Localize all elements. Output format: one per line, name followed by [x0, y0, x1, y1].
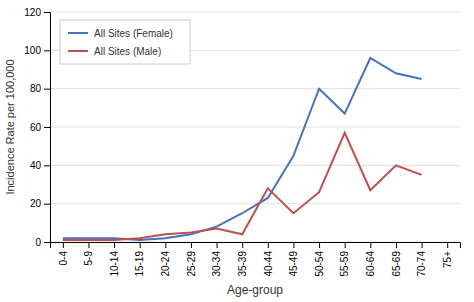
- tick: 5-9: [83, 242, 94, 265]
- tick-mark: [44, 165, 50, 166]
- tick-mark: [293, 242, 294, 248]
- tick: 50-54: [314, 242, 325, 277]
- tick-label: 15-19: [134, 251, 145, 277]
- tick-label: 10-14: [109, 251, 120, 277]
- tick: 80: [30, 83, 50, 94]
- tick-mark: [140, 242, 141, 248]
- legend-label: All Sites (Female): [94, 28, 173, 39]
- series-group: [63, 58, 422, 240]
- tick-mark: [165, 242, 166, 248]
- axis-line: [51, 243, 461, 249]
- tick-mark: [242, 242, 243, 248]
- tick-label: 50-54: [314, 251, 325, 277]
- tick-mark: [396, 242, 397, 248]
- grid-line: [50, 203, 460, 204]
- tick-label: 60: [30, 122, 42, 133]
- legend-swatch: [68, 32, 88, 34]
- tick: 60-64: [365, 242, 376, 277]
- series-line: [63, 133, 422, 240]
- legend-item: All Sites (Male): [68, 46, 161, 57]
- tick: 40-44: [263, 242, 274, 277]
- x-axis: 0-4 5-9 10-14 15-19 20-24 25-29 30-34 35-39 40-4…: [51, 242, 461, 277]
- tick-mark: [44, 204, 50, 205]
- tick: 120: [24, 7, 50, 18]
- tick: 70-74: [416, 242, 427, 277]
- tick-label: 120: [24, 7, 41, 18]
- tick: 60: [30, 122, 50, 133]
- tick-mark: [422, 242, 423, 248]
- legend-swatch: [68, 50, 88, 52]
- tick-mark: [319, 242, 320, 248]
- tick-mark: [114, 242, 115, 248]
- tick-mark: [88, 242, 89, 248]
- tick-label: 75+: [442, 251, 453, 268]
- tick-mark: [217, 242, 218, 248]
- tick-label: 80: [30, 83, 42, 94]
- tick-mark: [191, 242, 192, 248]
- tick-label: 40: [30, 160, 42, 171]
- tick-label: 25-29: [186, 251, 197, 277]
- grid-line: [50, 88, 460, 89]
- tick-mark: [63, 242, 64, 248]
- grid: [50, 12, 460, 242]
- tick-label: 65-69: [391, 251, 402, 277]
- tick-mark: [268, 242, 269, 248]
- tick: 10-14: [109, 242, 120, 277]
- tick-label: 20: [30, 198, 42, 209]
- tick-label: 100: [24, 45, 41, 56]
- y-axis: 0 20 40 60 80 100 120: [24, 7, 50, 248]
- tick: 0: [35, 237, 50, 248]
- tick-label: 5-9: [83, 251, 94, 266]
- y-axis-title: Incidence Rate per 100,000: [4, 59, 16, 194]
- tick: 25-29: [186, 242, 197, 277]
- tick: 75+: [442, 242, 453, 268]
- tick-mark: [44, 89, 50, 90]
- grid-line: [50, 12, 460, 13]
- tick: 20: [30, 198, 50, 209]
- tick-mark: [345, 242, 346, 248]
- axis-line: [44, 13, 51, 243]
- legend-item: All Sites (Female): [68, 28, 173, 39]
- tick-label: 0-4: [58, 251, 69, 266]
- legend-box: [60, 20, 190, 64]
- legend: All Sites (Female) All Sites (Male): [60, 20, 190, 64]
- tick-mark: [44, 12, 50, 13]
- tick-mark: [44, 127, 50, 128]
- tick: 100: [24, 45, 50, 56]
- tick-label: 55-59: [339, 251, 350, 277]
- tick: 55-59: [339, 242, 350, 277]
- tick: 0-4: [58, 242, 69, 265]
- tick-mark: [44, 242, 50, 243]
- series-line: [63, 58, 422, 240]
- tick-label: 35-39: [237, 251, 248, 277]
- tick-label: 20-24: [160, 251, 171, 277]
- tick-mark: [447, 242, 448, 248]
- tick-label: 45-49: [288, 251, 299, 277]
- tick: 65-69: [391, 242, 402, 277]
- tick: 20-24: [160, 242, 171, 277]
- tick-label: 40-44: [263, 251, 274, 277]
- plot: 0 20 40 60 80 100 120 0-4 5-9 10-14 15-19 20-24 25-2…: [4, 7, 461, 297]
- tick: 35-39: [237, 242, 248, 277]
- tick-mark: [370, 242, 371, 248]
- legend-label: All Sites (Male): [94, 46, 161, 57]
- x-axis-title: Age-group: [227, 283, 283, 297]
- tick: 45-49: [288, 242, 299, 277]
- tick: 15-19: [134, 242, 145, 277]
- tick: 30-34: [211, 242, 222, 277]
- tick: 40: [30, 160, 50, 171]
- tick-label: 30-34: [211, 251, 222, 277]
- tick-label: 60-64: [365, 251, 376, 277]
- chart: 0 20 40 60 80 100 120 0-4 5-9 10-14 15-19 20-24 25-2…: [0, 0, 474, 302]
- grid-line: [50, 127, 460, 128]
- tick-label: 0: [35, 237, 41, 248]
- tick-label: 70-74: [416, 251, 427, 277]
- tick-mark: [44, 50, 50, 51]
